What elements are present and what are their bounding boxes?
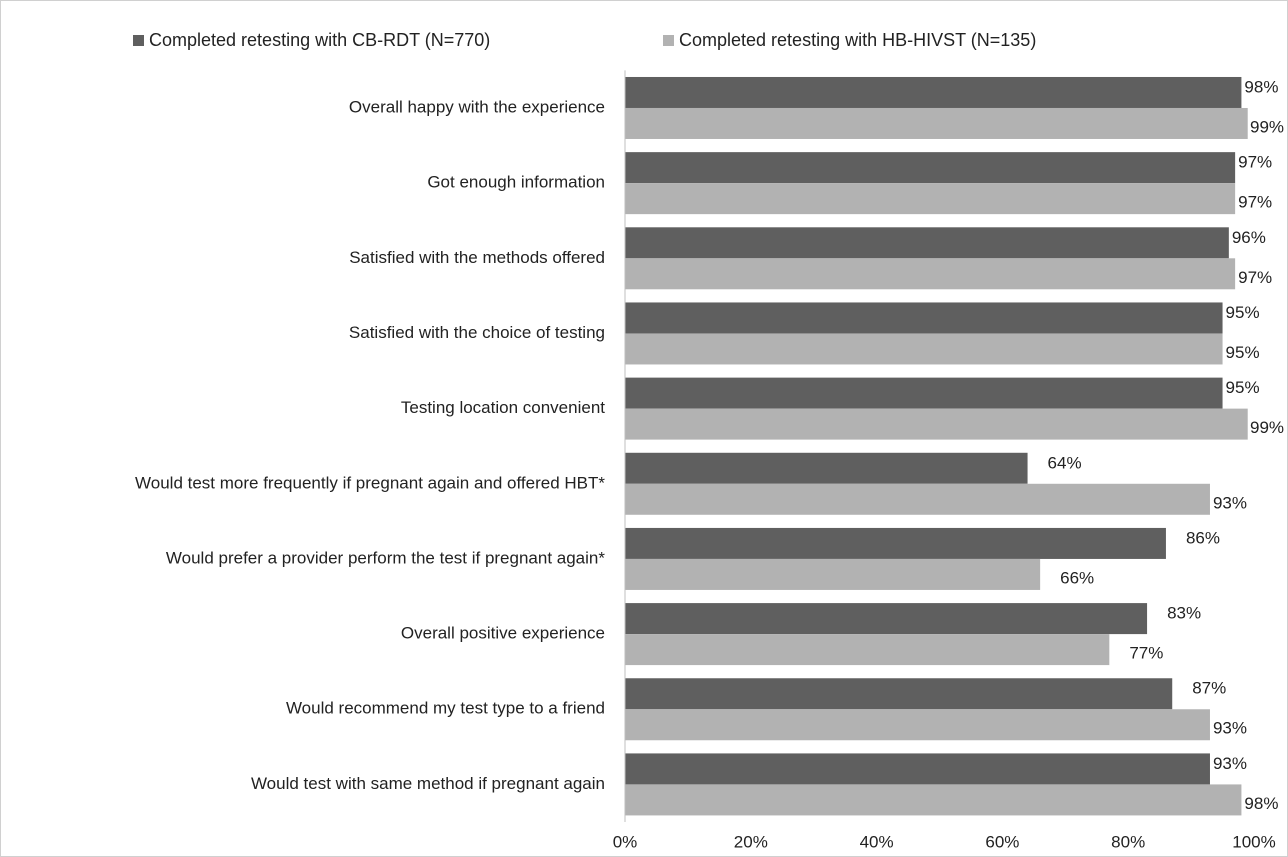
value-label: 97% xyxy=(1238,268,1272,287)
bar xyxy=(625,709,1210,741)
x-tick-label: 60% xyxy=(985,832,1019,851)
bar xyxy=(625,634,1110,666)
category-label: Would prefer a provider perform the test… xyxy=(166,548,605,567)
bar xyxy=(625,227,1229,259)
bar xyxy=(625,452,1028,484)
x-tick-label: 20% xyxy=(734,832,768,851)
category-label: Satisfied with the methods offered xyxy=(349,248,605,267)
value-label: 97% xyxy=(1238,193,1272,212)
bar xyxy=(625,377,1223,409)
bar xyxy=(625,527,1166,559)
bar xyxy=(625,152,1236,184)
bar xyxy=(625,183,1236,215)
bar xyxy=(625,678,1173,710)
value-label: 99% xyxy=(1250,418,1284,437)
x-tick-label: 80% xyxy=(1111,832,1145,851)
bar xyxy=(625,107,1248,139)
bar xyxy=(625,333,1223,365)
bar xyxy=(625,408,1248,440)
value-label: 98% xyxy=(1244,794,1278,813)
bar xyxy=(625,603,1148,635)
category-label: Would recommend my test type to a friend xyxy=(286,699,605,718)
bar xyxy=(625,784,1242,816)
x-tick-label: 0% xyxy=(613,832,638,851)
bar xyxy=(625,558,1041,590)
category-label: Would test with same method if pregnant … xyxy=(251,774,605,793)
value-label: 95% xyxy=(1226,303,1260,322)
value-label: 77% xyxy=(1129,644,1163,663)
bar xyxy=(625,483,1210,515)
bar xyxy=(625,76,1242,108)
legend-swatch xyxy=(663,35,674,46)
category-label: Overall happy with the experience xyxy=(349,97,605,116)
value-label: 93% xyxy=(1213,493,1247,512)
legend-label: Completed retesting with CB-RDT (N=770) xyxy=(149,30,490,50)
bar xyxy=(625,258,1236,290)
value-label: 95% xyxy=(1226,378,1260,397)
value-label: 66% xyxy=(1060,568,1094,587)
bar xyxy=(625,753,1210,785)
value-label: 97% xyxy=(1238,153,1272,172)
value-label: 99% xyxy=(1250,117,1284,136)
value-label: 93% xyxy=(1213,754,1247,773)
value-label: 93% xyxy=(1213,719,1247,738)
x-tick-label: 40% xyxy=(860,832,894,851)
category-label: Got enough information xyxy=(427,173,605,192)
value-label: 86% xyxy=(1186,528,1220,547)
value-label: 87% xyxy=(1192,679,1226,698)
legend-label: Completed retesting with HB-HIVST (N=135… xyxy=(679,30,1036,50)
value-label: 96% xyxy=(1232,228,1266,247)
category-label: Overall positive experience xyxy=(401,624,605,643)
category-label: Would test more frequently if pregnant a… xyxy=(135,473,605,492)
value-label: 98% xyxy=(1244,77,1278,96)
x-tick-label: 100% xyxy=(1232,832,1275,851)
category-label: Testing location convenient xyxy=(401,398,605,417)
value-label: 64% xyxy=(1048,453,1082,472)
category-label: Satisfied with the choice of testing xyxy=(349,323,605,342)
bar xyxy=(625,302,1223,334)
value-label: 95% xyxy=(1226,343,1260,362)
value-label: 83% xyxy=(1167,604,1201,623)
legend-swatch xyxy=(133,35,144,46)
